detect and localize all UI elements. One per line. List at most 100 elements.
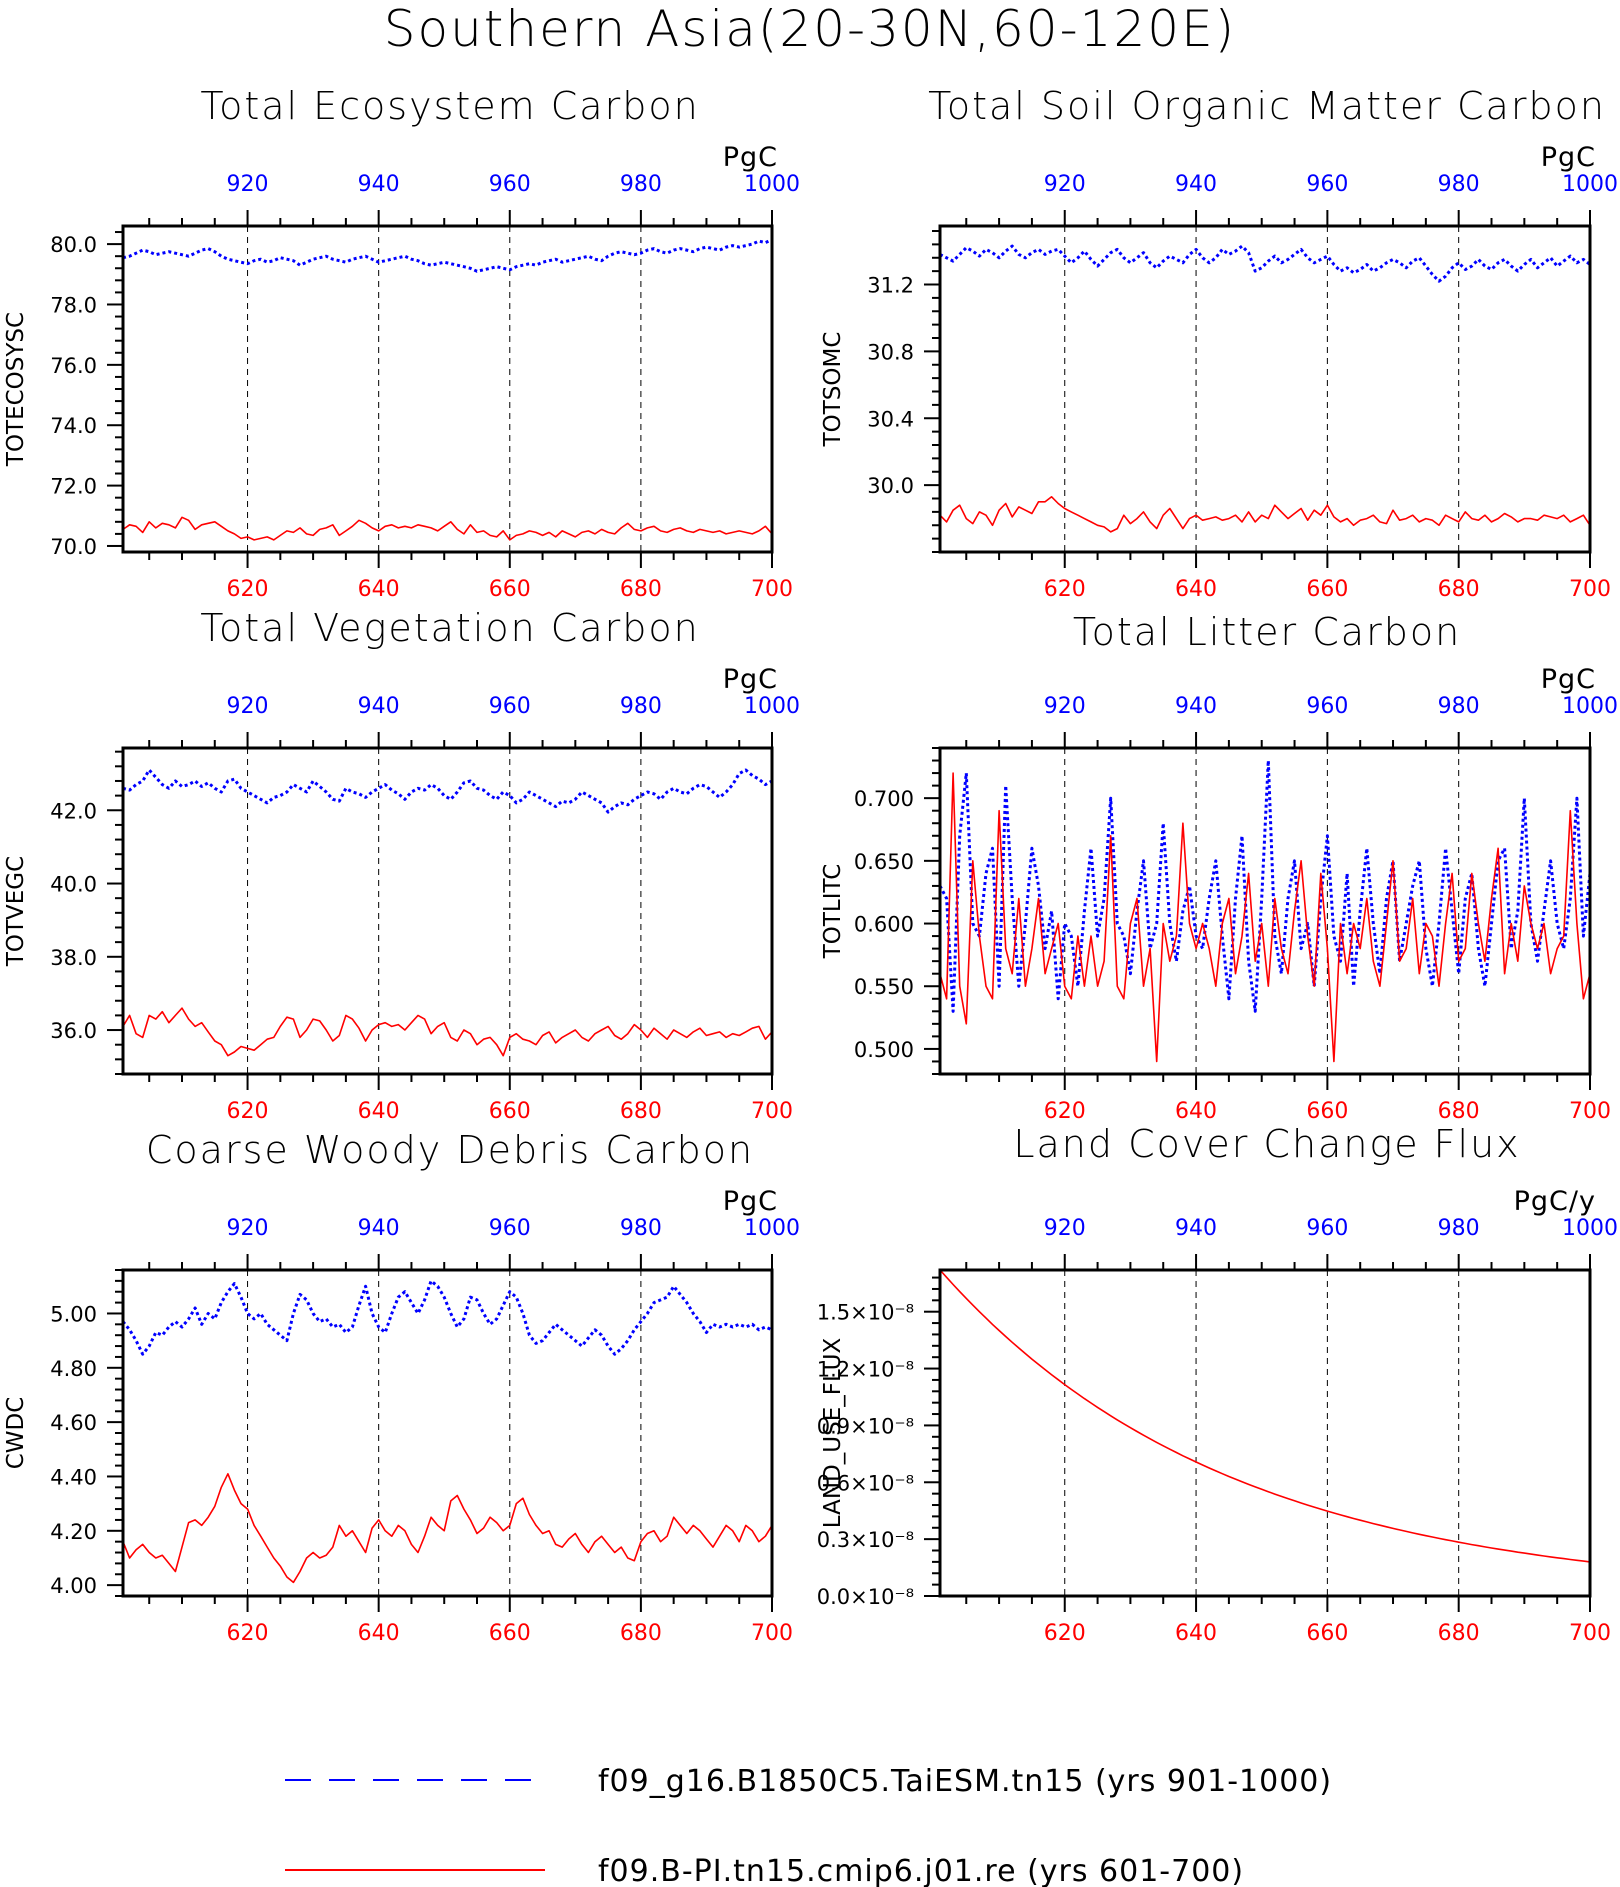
x-bottom-tick-label: 680 xyxy=(1438,1099,1480,1124)
series-line-red xyxy=(122,1473,773,1584)
x-bottom-tick-label: 640 xyxy=(1175,1621,1217,1646)
y-tick-label: 31.2 xyxy=(867,274,914,298)
x-top-tick-label: 960 xyxy=(489,694,531,719)
panel-land-cover-change-flux: Land Cover Change Flux PgC/y 620 640 660 680 7… xyxy=(817,1122,1618,1646)
x-top-tick-label: 940 xyxy=(358,172,400,197)
x-top-tick-label: 980 xyxy=(620,172,662,197)
y-tick-label: 30.0 xyxy=(867,474,914,498)
series-line-blue xyxy=(938,759,1592,1013)
series-line-red xyxy=(122,1007,773,1057)
y-axis-label: TOTLITC xyxy=(820,864,846,960)
x-bottom-tick-label: 620 xyxy=(1044,577,1086,602)
x-bottom-tick-label: 620 xyxy=(1044,1621,1086,1646)
panel-total-ecosystem-carbon: Total Ecosystem Carbon PgC 620 640 660 680 700… xyxy=(3,84,800,602)
x-bottom-tick-label: 620 xyxy=(227,1621,269,1646)
plot-frame xyxy=(121,1268,774,1598)
x-top-tick-label: 980 xyxy=(620,1216,662,1241)
x-top-tick-label: 1000 xyxy=(1562,694,1618,719)
y-tick-label: 38.0 xyxy=(50,946,97,970)
unit-label: PgC xyxy=(723,664,778,695)
x-top-tick-label: 920 xyxy=(1044,694,1086,719)
y-tick-multiplier: ×10⁻⁸ xyxy=(850,1585,914,1609)
x-top-tick-label: 920 xyxy=(227,1216,269,1241)
chart-title: Total Ecosystem Carbon xyxy=(200,84,699,128)
x-bottom-tick-label: 620 xyxy=(1044,1099,1086,1124)
x-top-tick-label: 980 xyxy=(1438,172,1480,197)
x-top-tick-label: 980 xyxy=(1438,694,1480,719)
y-tick-label: 4.80 xyxy=(50,1357,97,1381)
x-bottom-tick-label: 700 xyxy=(1569,1099,1611,1124)
x-top-tick-label: 940 xyxy=(1175,694,1217,719)
chart-title: Land Cover Change Flux xyxy=(1013,1122,1520,1166)
y-tick-multiplier: ×10⁻⁸ xyxy=(850,1358,914,1382)
x-bottom-tick-label: 620 xyxy=(227,577,269,602)
y-tick-label: 4.20 xyxy=(50,1520,97,1544)
panel-coarse-woody-debris-carbon: Coarse Woody Debris Carbon PgC 620 640 660 68… xyxy=(3,1128,800,1646)
unit-label: PgC xyxy=(723,1186,778,1217)
x-bottom-tick-label: 700 xyxy=(751,1621,793,1646)
series-line-blue xyxy=(121,1279,773,1356)
x-bottom-tick-label: 620 xyxy=(227,1099,269,1124)
chart-title: Total Vegetation Carbon xyxy=(200,606,699,650)
x-top-tick-label: 1000 xyxy=(1562,1216,1618,1241)
x-top-tick-label: 980 xyxy=(620,694,662,719)
x-bottom-tick-label: 640 xyxy=(358,577,400,602)
y-tick-label: 80.0 xyxy=(50,233,97,257)
y-tick-label: 0.3×10⁻⁸ xyxy=(817,1528,914,1552)
y-tick-label: 76.0 xyxy=(50,354,97,378)
y-tick-label: 4.60 xyxy=(50,1411,97,1435)
x-top-tick-label: 960 xyxy=(1306,1216,1348,1241)
y-tick-label: 0.700 xyxy=(854,787,914,811)
legend-label-a: f09_g16.B1850C5.TaiESM.tn15 (yrs 901-100… xyxy=(598,1764,1332,1799)
y-tick-label: 1.5×10⁻⁸ xyxy=(817,1301,914,1325)
x-bottom-tick-label: 660 xyxy=(489,577,531,602)
x-top-tick-label: 1000 xyxy=(744,172,800,197)
y-tick-label: 74.0 xyxy=(50,414,97,438)
plot-frame xyxy=(121,224,774,554)
x-bottom-tick-label: 680 xyxy=(1438,1621,1480,1646)
x-bottom-tick-label: 680 xyxy=(1438,577,1480,602)
x-top-tick-label: 940 xyxy=(358,1216,400,1241)
series-line-blue xyxy=(122,238,773,273)
x-bottom-tick-label: 700 xyxy=(1569,577,1611,602)
x-bottom-tick-label: 700 xyxy=(1569,1621,1611,1646)
x-top-tick-label: 940 xyxy=(1175,1216,1217,1241)
panels: Total Ecosystem Carbon PgC 620 640 660 680 700… xyxy=(3,84,1618,1646)
series-line-red xyxy=(939,1269,1591,1563)
y-tick-label: 5.00 xyxy=(50,1302,97,1326)
x-top-tick-label: 960 xyxy=(1306,694,1348,719)
panel-total-vegetation-carbon: Total Vegetation Carbon PgC 620 640 660 680 70… xyxy=(3,606,800,1124)
x-top-tick-label: 940 xyxy=(1175,172,1217,197)
y-axis-label: TOTECOSYSC xyxy=(3,312,29,467)
y-tick-multiplier: ×10⁻⁸ xyxy=(850,1301,914,1325)
y-axis-label: TOTVEGC xyxy=(3,856,29,967)
y-tick-label: 78.0 xyxy=(50,293,97,317)
y-tick-label: 70.0 xyxy=(50,535,97,559)
x-top-tick-label: 980 xyxy=(1438,1216,1480,1241)
x-top-tick-label: 920 xyxy=(227,172,269,197)
y-tick-multiplier: ×10⁻⁸ xyxy=(850,1528,914,1552)
x-bottom-tick-label: 700 xyxy=(751,577,793,602)
figure-title: Southern Asia(20-30N,60-120E) xyxy=(384,0,1236,58)
unit-label: PgC xyxy=(723,142,778,173)
x-top-tick-label: 960 xyxy=(489,172,531,197)
panel-total-litter-carbon: Total Litter Carbon PgC 620 640 660 680 700 920… xyxy=(820,610,1618,1124)
y-tick-multiplier: ×10⁻⁸ xyxy=(850,1414,914,1438)
legend-label-b: f09.B-PI.tn15.cmip6.j01.re (yrs 601-700) xyxy=(598,1854,1244,1887)
unit-label: PgC xyxy=(1541,664,1596,695)
x-top-tick-label: 1000 xyxy=(744,1216,800,1241)
x-bottom-tick-label: 640 xyxy=(1175,577,1217,602)
series-line-red xyxy=(939,772,1591,1063)
chart-title: Coarse Woody Debris Carbon xyxy=(146,1128,754,1172)
y-tick-label: 0.500 xyxy=(854,1038,914,1062)
y-tick-label: 0.650 xyxy=(854,850,914,874)
y-tick-label: 1.2×10⁻⁸ xyxy=(817,1358,914,1382)
x-top-tick-label: 920 xyxy=(227,694,269,719)
y-axis-label: CWDC xyxy=(3,1397,29,1470)
y-tick-label: 30.4 xyxy=(867,407,914,431)
x-top-tick-label: 960 xyxy=(1306,172,1348,197)
x-bottom-tick-label: 660 xyxy=(1306,1099,1348,1124)
y-axis-label: LAND_USE_FLUX xyxy=(820,1338,846,1529)
unit-label: PgC xyxy=(1541,142,1596,173)
